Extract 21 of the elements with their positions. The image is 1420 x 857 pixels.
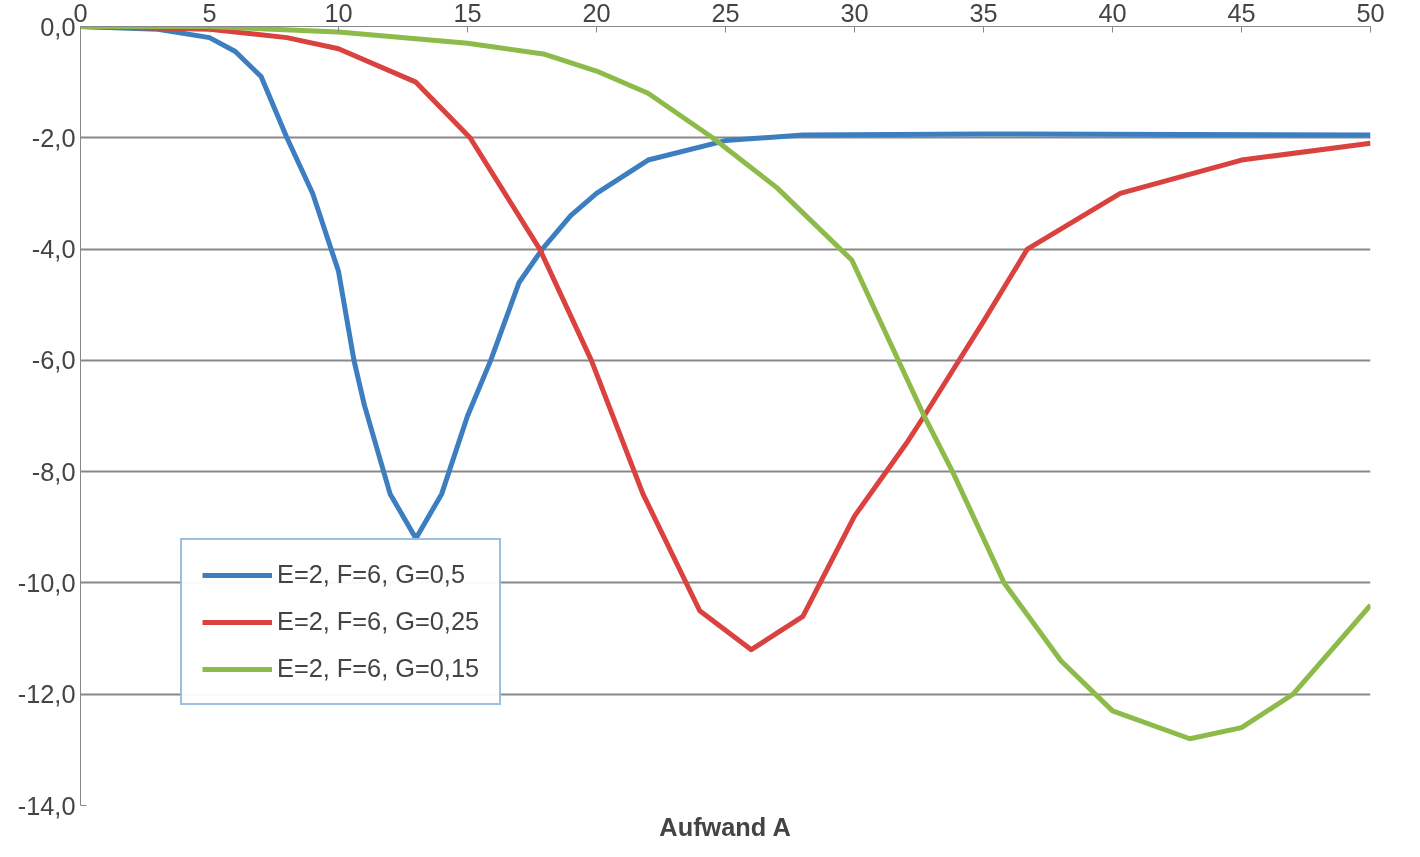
legend-label: E=2, F=6, G=0,25 [277, 607, 480, 636]
y-tick-label: -2,0 [31, 123, 76, 152]
x-tick-label: 40 [1098, 0, 1127, 27]
x-tick-label: 5 [202, 0, 217, 27]
x-tick-label: 10 [324, 0, 353, 27]
y-tick-label: -12,0 [17, 680, 76, 709]
legend-label: E=2, F=6, G=0,15 [277, 654, 480, 683]
y-tick-label: -14,0 [17, 791, 76, 820]
x-tick-label: 45 [1227, 0, 1256, 27]
y-tick-label: -6,0 [31, 346, 76, 375]
x-axis-title: Aufwand A [659, 812, 791, 841]
x-tick-label: 25 [711, 0, 740, 27]
x-tick-label: 30 [840, 0, 869, 27]
y-tick-label: -4,0 [31, 235, 76, 264]
legend-label: E=2, F=6, G=0,5 [277, 560, 465, 589]
y-tick-label: -10,0 [17, 568, 76, 597]
x-tick-label: 20 [582, 0, 611, 27]
x-tick-label: 15 [453, 0, 482, 27]
y-tick-label: -8,0 [31, 457, 76, 486]
x-tick-label: 50 [1356, 0, 1385, 27]
x-tick-label: 35 [969, 0, 998, 27]
